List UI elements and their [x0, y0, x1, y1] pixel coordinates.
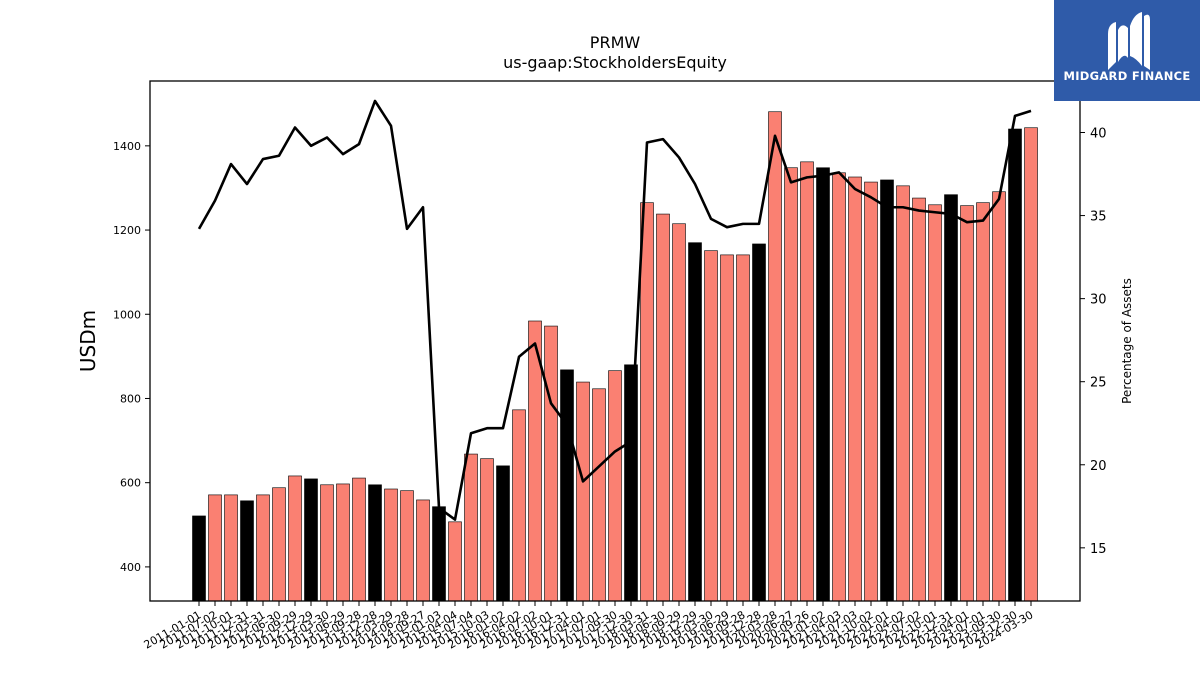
y-axis-label: USDm	[76, 310, 100, 372]
bar-2015-10-03	[480, 458, 494, 602]
bar-2016-12-31	[560, 369, 574, 602]
bar-2019-09-28	[736, 254, 750, 602]
bar-2016-04-02	[512, 409, 526, 602]
chart-subtitle: us-gaap:StockholdersEquity	[503, 53, 727, 72]
chart-title: PRMW	[590, 33, 641, 52]
bar-2022-01-01	[880, 179, 894, 602]
left-axis: 400 600 800 1000 1200 1400	[113, 140, 150, 574]
bar-2023-04-01	[960, 205, 974, 602]
bar-2021-01-02	[816, 167, 830, 602]
bar-2014-09-27	[416, 499, 430, 602]
bar-2018-03-31	[640, 202, 654, 602]
y-tick-label: 800	[120, 392, 141, 405]
bar-2011-12-31	[240, 500, 254, 602]
bar-2017-04-01	[576, 381, 590, 602]
y-tick-label: 600	[120, 477, 141, 490]
bar-2014-03-29	[384, 488, 398, 602]
y-tick-label: 400	[120, 561, 141, 574]
bar-2012-06-30	[272, 487, 286, 602]
bar-2023-07-01	[976, 202, 990, 602]
bar-2012-12-29	[304, 478, 318, 602]
right-axis: 15 20 25 30 35 40	[1080, 127, 1107, 557]
bar-2014-06-28	[400, 490, 414, 602]
bar-2020-03-28	[768, 111, 782, 602]
y2-tick-label: 30	[1090, 293, 1107, 308]
bar-2021-10-02	[864, 181, 878, 602]
bar-2011-10-01	[224, 494, 238, 602]
y2-tick-label: 35	[1090, 210, 1107, 225]
bar-2015-01-03	[432, 506, 446, 602]
bar-2019-03-30	[704, 250, 718, 602]
bar-2019-12-28	[752, 243, 766, 602]
bar-2015-07-04	[464, 453, 478, 602]
bar-2021-07-03	[848, 176, 862, 602]
bar-2024-03-30	[1024, 127, 1038, 602]
bar-2022-12-31	[944, 194, 958, 602]
bar-2012-03-31	[256, 494, 270, 602]
bar-2020-09-26	[800, 161, 814, 602]
bar-2016-10-01	[544, 325, 558, 602]
bar-2022-07-02	[912, 197, 926, 602]
bar-2017-09-30	[608, 370, 622, 602]
bar-2015-04-04	[448, 521, 462, 602]
brand-logo: MIDGARD FINANCE	[1054, 0, 1200, 101]
bar-2018-09-29	[672, 223, 686, 602]
logo-text: MIDGARD FINANCE	[1063, 69, 1190, 83]
bar-2016-01-02	[496, 465, 510, 602]
y2-tick-label: 40	[1090, 127, 1107, 142]
y-tick-label: 1000	[113, 308, 141, 321]
bar-2011-01-01	[192, 515, 206, 602]
y2-tick-label: 25	[1090, 376, 1107, 391]
bar-2022-04-02	[896, 185, 910, 602]
bar-2017-07-01	[592, 388, 606, 602]
bar-2017-12-30	[624, 364, 638, 602]
midgard-logo-icon	[1108, 12, 1150, 70]
bar-2018-06-30	[656, 213, 670, 602]
bar-2021-04-03	[832, 172, 846, 602]
y2-axis-label: Percentage of Assets	[1120, 278, 1134, 404]
y2-tick-label: 15	[1090, 542, 1107, 557]
bar-2013-03-30	[320, 484, 334, 602]
y2-tick-label: 20	[1090, 459, 1107, 474]
line-series	[197, 99, 1032, 521]
y-tick-label: 1200	[113, 224, 141, 237]
bar-2022-10-01	[928, 204, 942, 602]
bar-2018-12-29	[688, 242, 702, 602]
bar-2020-06-27	[784, 167, 798, 602]
bar-2011-07-02	[208, 494, 222, 602]
y-tick-label: 1400	[113, 140, 141, 153]
bar-2013-06-29	[336, 483, 350, 602]
bar-2013-09-28	[352, 477, 366, 602]
bar-2023-12-30	[1008, 128, 1022, 602]
bar-2013-12-28	[368, 484, 382, 602]
bar-2019-06-29	[720, 254, 734, 602]
bar-2023-09-30	[992, 191, 1006, 602]
x-axis: 2011-01-012011-07-022011-10-012011-12-31…	[142, 601, 1036, 652]
bar-2012-09-29	[288, 475, 302, 602]
